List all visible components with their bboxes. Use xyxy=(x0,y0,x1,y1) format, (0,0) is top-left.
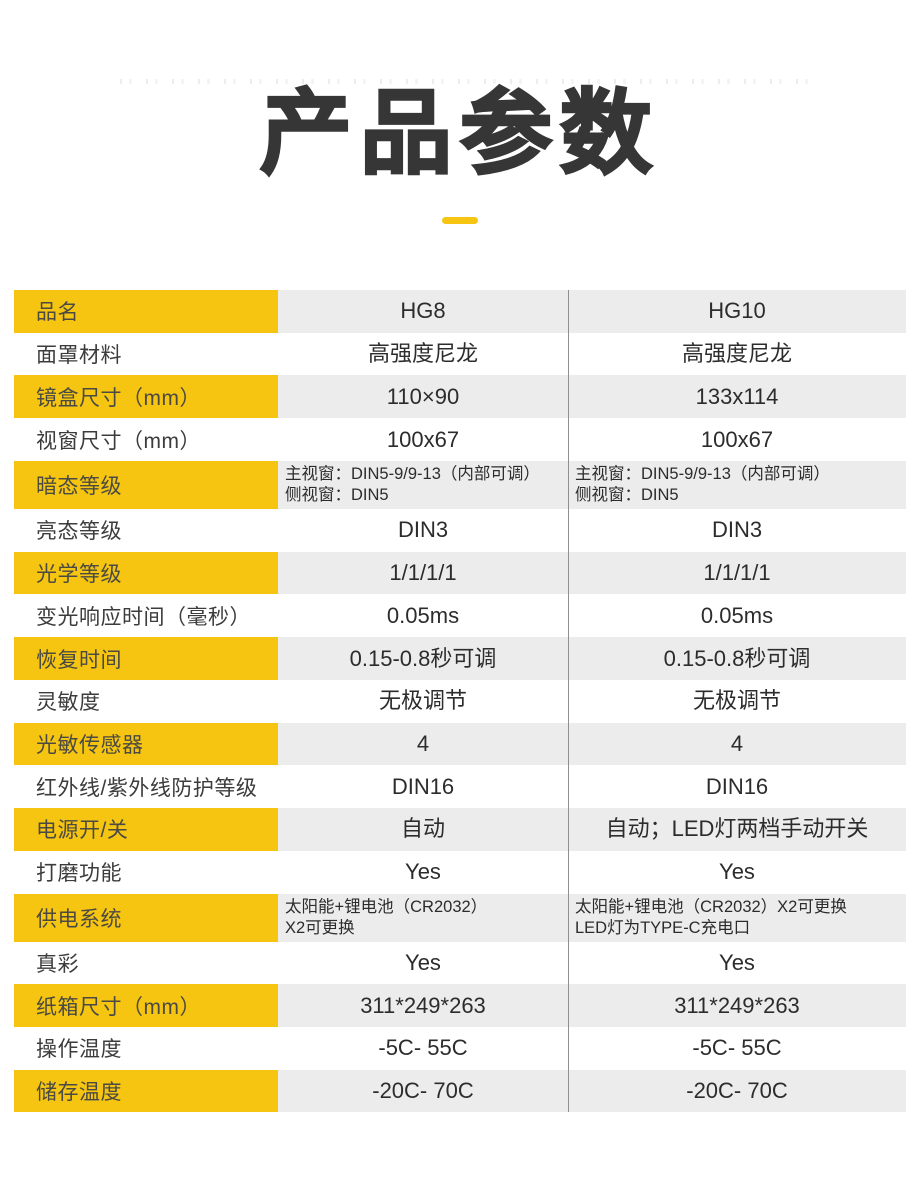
spec-value-hg8: 1/1/1/1 xyxy=(278,551,568,595)
table-row: 真彩 Yes Yes xyxy=(14,942,906,985)
spec-value-hg8: 无极调节 xyxy=(378,688,467,714)
spec-value-hg8: -5C- 55C xyxy=(378,1035,468,1061)
spec-value-hg8: 100x67 xyxy=(386,426,460,452)
spec-value-hg10: 100x67 xyxy=(700,426,774,452)
table-row: 光学等级 1/1/1/1 1/1/1/1 xyxy=(14,551,906,595)
spec-value-hg10: 0.05ms xyxy=(700,602,774,628)
spec-value-hg10: 1/1/1/1 xyxy=(568,551,906,595)
spec-value-hg10: 自动；LED灯两档手动开关 xyxy=(568,808,906,851)
table-row: 品名 HG8 HG10 xyxy=(14,290,906,333)
spec-label-cell: 操作温度 xyxy=(36,1038,122,1062)
clipped-text-remnant xyxy=(120,79,820,84)
spec-label-cell: 面罩材料 xyxy=(36,344,122,368)
spec-value-hg10: 无极调节 xyxy=(692,688,781,714)
spec-label-cell: 光学等级 xyxy=(14,551,278,595)
spec-value-hg10: DIN3 xyxy=(711,517,763,543)
page-title: 产品参数 xyxy=(259,82,660,187)
table-row: 灵敏度 无极调节 无极调节 xyxy=(14,680,906,723)
spec-table: 品名 HG8 HG10 面罩材料 高强度尼龙 高强度尼龙镜盒尺寸（mm） 110×90 133… xyxy=(14,290,906,1113)
spec-label-cell: 供电系统 xyxy=(14,893,278,942)
spec-label-cell: 变光响应时间（毫秒） xyxy=(36,605,251,629)
spec-value-hg10: 4 xyxy=(568,722,906,766)
spec-label-cell: 红外线/紫外线防护等级 xyxy=(36,776,258,800)
title-underline-dash xyxy=(442,217,478,224)
table-row: 变光响应时间（毫秒） 0.05ms 0.05ms xyxy=(14,594,906,637)
table-row: 储存温度 -20C- 70C -20C- 70C xyxy=(14,1069,906,1113)
spec-value-hg8: 自动 xyxy=(278,808,568,851)
spec-label-cell: 打磨功能 xyxy=(36,862,122,886)
table-row: 暗态等级 主视窗：DIN5-9/9-13（内部可调） 侧视窗：DIN5 主视窗：DI… xyxy=(14,460,906,509)
spec-value-hg8: 0.05ms xyxy=(386,602,460,628)
spec-value-hg8: HG8 xyxy=(278,290,568,333)
spec-value-hg8: 4 xyxy=(278,722,568,766)
spec-value-hg8: DIN3 xyxy=(397,517,449,543)
spec-value-hg8: 110×90 xyxy=(278,375,568,419)
column-divider xyxy=(568,290,569,1113)
spec-label-cell: 镜盒尺寸（mm） xyxy=(14,375,278,419)
spec-value-hg8: 0.15-0.8秒可调 xyxy=(278,637,568,680)
spec-value-hg8: Yes xyxy=(405,859,441,885)
spec-value-hg10: 主视窗：DIN5-9/9-13（内部可调） 侧视窗：DIN5 xyxy=(568,460,906,509)
spec-value-hg8: 主视窗：DIN5-9/9-13（内部可调） 侧视窗：DIN5 xyxy=(278,460,568,509)
table-row: 亮态等级 DIN3 DIN3 xyxy=(14,509,906,552)
spec-value-hg10: Yes xyxy=(719,949,755,975)
spec-value-hg8: 太阳能+锂电池（CR2032） X2可更换 xyxy=(278,893,568,942)
spec-value-hg10: 0.15-0.8秒可调 xyxy=(568,637,906,680)
spec-value-hg10: Yes xyxy=(719,859,755,885)
spec-value-hg10: 高强度尼龙 xyxy=(681,341,792,367)
table-row: 电源开/关 自动 自动；LED灯两档手动开关 xyxy=(14,808,906,851)
spec-value-hg8: 高强度尼龙 xyxy=(367,341,478,367)
spec-value-hg8: 311*249*263 xyxy=(278,984,568,1028)
spec-value-hg8: -20C- 70C xyxy=(278,1069,568,1113)
spec-label-cell: 储存温度 xyxy=(14,1069,278,1113)
spec-value-hg10: 133x114 xyxy=(568,375,906,419)
spec-value-hg10: HG10 xyxy=(568,290,906,333)
table-row: 视窗尺寸（mm） 100x67 100x67 xyxy=(14,418,906,461)
spec-value-hg10: DIN16 xyxy=(705,773,769,799)
spec-label-cell: 灵敏度 xyxy=(36,691,101,715)
spec-label-cell: 视窗尺寸（mm） xyxy=(36,429,201,453)
table-row: 打磨功能 Yes Yes xyxy=(14,851,906,894)
spec-label-cell: 恢复时间 xyxy=(14,637,278,680)
spec-label-cell: 真彩 xyxy=(36,952,79,976)
spec-label-cell: 亮态等级 xyxy=(36,520,122,544)
spec-label-cell: 纸箱尺寸（mm） xyxy=(14,984,278,1028)
table-row: 操作温度 -5C- 55C -5C- 55C xyxy=(14,1027,906,1070)
table-row: 恢复时间 0.15-0.8秒可调 0.15-0.8秒可调 xyxy=(14,637,906,680)
table-row: 面罩材料 高强度尼龙 高强度尼龙 xyxy=(14,333,906,376)
table-row: 红外线/紫外线防护等级 DIN16 DIN16 xyxy=(14,765,906,808)
spec-label-cell: 光敏传感器 xyxy=(14,722,278,766)
spec-label-cell: 暗态等级 xyxy=(14,460,278,509)
spec-label-cell: 电源开/关 xyxy=(14,808,278,851)
spec-label-cell: 品名 xyxy=(14,290,278,333)
spec-value-hg10: -5C- 55C xyxy=(692,1035,782,1061)
spec-value-hg10: 太阳能+锂电池（CR2032）X2可更换 LED灯为TYPE-C充电口 xyxy=(568,893,906,942)
product-spec-page: 产品参数 品名 HG8 HG10 面罩材料 高强度尼龙 高强度尼龙镜盒尺寸（mm） 110×… xyxy=(0,78,920,1200)
table-row: 光敏传感器 4 4 xyxy=(14,722,906,766)
spec-value-hg8: DIN16 xyxy=(391,773,455,799)
table-row: 镜盒尺寸（mm） 110×90 133x114 xyxy=(14,375,906,419)
spec-value-hg10: 311*249*263 xyxy=(568,984,906,1028)
spec-value-hg8: Yes xyxy=(405,949,441,975)
spec-value-hg10: -20C- 70C xyxy=(568,1069,906,1113)
table-row: 纸箱尺寸（mm） 311*249*263 311*249*263 xyxy=(14,984,906,1028)
table-row: 供电系统 太阳能+锂电池（CR2032） X2可更换 太阳能+锂电池（CR2032）… xyxy=(14,893,906,942)
